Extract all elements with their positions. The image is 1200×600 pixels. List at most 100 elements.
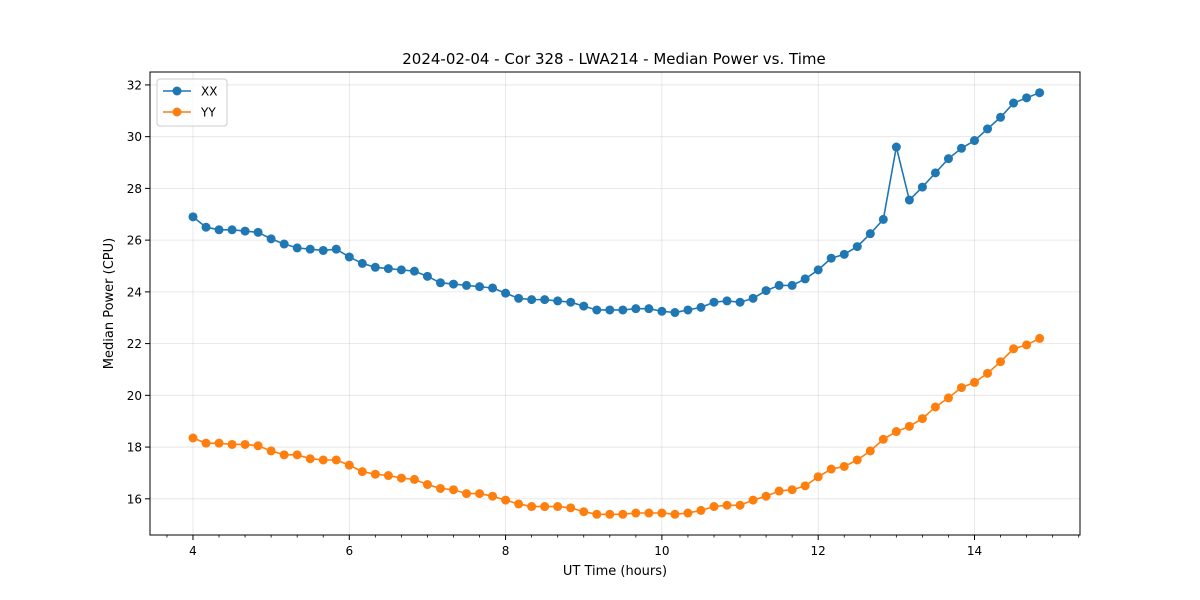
data-point-yy: [331, 455, 341, 465]
data-point-xx: [943, 154, 953, 164]
data-point-yy: [930, 402, 940, 412]
data-point-xx: [800, 274, 810, 284]
data-point-yy: [891, 427, 901, 437]
data-point-xx: [670, 308, 680, 318]
data-point-xx: [983, 124, 993, 134]
legend-label-xx: XX: [201, 85, 217, 99]
data-point-yy: [709, 502, 719, 512]
data-point-yy: [605, 509, 615, 519]
data-point-xx: [409, 266, 419, 276]
data-point-xx: [292, 243, 302, 253]
data-point-xx: [657, 306, 667, 316]
data-point-xx: [774, 280, 784, 290]
data-point-yy: [383, 471, 393, 481]
data-point-yy: [279, 450, 289, 460]
data-point-yy: [657, 508, 667, 518]
data-point-xx: [644, 304, 654, 314]
x-tick-label: 4: [189, 544, 197, 558]
data-point-xx: [735, 297, 745, 307]
data-point-xx: [605, 305, 615, 315]
data-point-yy: [865, 446, 875, 456]
data-point-yy: [904, 421, 914, 431]
data-point-yy: [292, 450, 302, 460]
y-axis: 16 18 20 22 24 26 28 30 32: [127, 78, 150, 506]
data-point-yy: [748, 495, 758, 505]
data-point-xx: [852, 242, 862, 252]
data-point-yy: [839, 461, 849, 471]
data-point-yy: [722, 500, 732, 510]
data-point-xx: [1009, 98, 1019, 108]
data-point-xx: [761, 286, 771, 296]
y-tick-label: 26: [127, 234, 142, 248]
x-tick-label: 6: [345, 544, 353, 558]
data-point-xx: [1035, 88, 1045, 98]
data-point-yy: [201, 438, 211, 448]
data-point-yy: [969, 377, 979, 387]
y-tick-label: 18: [127, 441, 142, 455]
data-point-yy: [566, 503, 576, 513]
data-point-yy: [683, 508, 693, 518]
data-point-xx: [709, 297, 719, 307]
data-point-xx: [930, 168, 940, 178]
data-point-xx: [214, 225, 224, 235]
data-point-xx: [579, 301, 589, 311]
data-point-xx: [891, 142, 901, 152]
data-point-yy: [318, 455, 328, 465]
data-point-xx: [527, 295, 537, 305]
data-point-yy: [1022, 340, 1032, 350]
legend-marker-xx: [172, 86, 182, 96]
data-point-xx: [514, 293, 524, 303]
data-point-yy: [409, 474, 419, 484]
data-point-xx: [331, 244, 341, 254]
data-point-xx: [448, 279, 458, 289]
data-point-xx: [462, 280, 472, 290]
x-tick-label: 14: [967, 544, 982, 558]
data-point-yy: [852, 455, 862, 465]
data-point-yy: [826, 464, 836, 474]
data-point-yy: [774, 486, 784, 496]
data-point-xx: [227, 225, 237, 235]
y-tick-label: 20: [127, 389, 142, 403]
data-point-yy: [618, 509, 628, 519]
data-point-yy: [370, 469, 380, 479]
data-point-xx: [266, 234, 276, 244]
plot-frame: [149, 71, 1081, 536]
data-point-xx: [435, 278, 445, 288]
data-point-xx: [501, 288, 511, 298]
data-point-xx: [813, 265, 823, 275]
data-point-yy: [644, 508, 654, 518]
data-point-xx: [540, 295, 550, 305]
data-point-xx: [475, 282, 485, 292]
data-point-yy: [305, 454, 315, 464]
data-point-yy: [357, 467, 367, 477]
data-point-xx: [996, 112, 1006, 122]
x-tick-label: 12: [811, 544, 826, 558]
chart-title: 2024-02-04 - Cor 328 - LWA214 - Median P…: [402, 50, 826, 68]
y-axis-label: Median Power (CPU): [102, 238, 117, 369]
data-point-xx: [396, 265, 406, 275]
grid: [150, 72, 1080, 535]
x-axis: 4 6 8 10 12 14: [166, 535, 1080, 558]
data-point-yy: [435, 483, 445, 493]
data-point-yy: [761, 491, 771, 501]
data-point-yy: [813, 472, 823, 482]
data-point-xx: [956, 143, 966, 153]
data-point-yy: [227, 439, 237, 449]
data-point-xx: [839, 249, 849, 259]
data-point-xx: [318, 245, 328, 255]
series-layer: [188, 88, 1045, 519]
data-point-yy: [253, 441, 263, 451]
legend-marker-yy: [172, 107, 182, 117]
data-point-xx: [553, 296, 563, 306]
data-point-yy: [266, 446, 276, 456]
data-point-yy: [800, 481, 810, 491]
data-point-yy: [631, 508, 641, 518]
data-point-xx: [344, 252, 354, 262]
data-point-xx: [826, 253, 836, 263]
data-point-xx: [722, 296, 732, 306]
data-point-xx: [631, 304, 641, 314]
data-point-yy: [488, 491, 498, 501]
data-point-yy: [917, 414, 927, 424]
legend: XX YY: [156, 78, 228, 127]
